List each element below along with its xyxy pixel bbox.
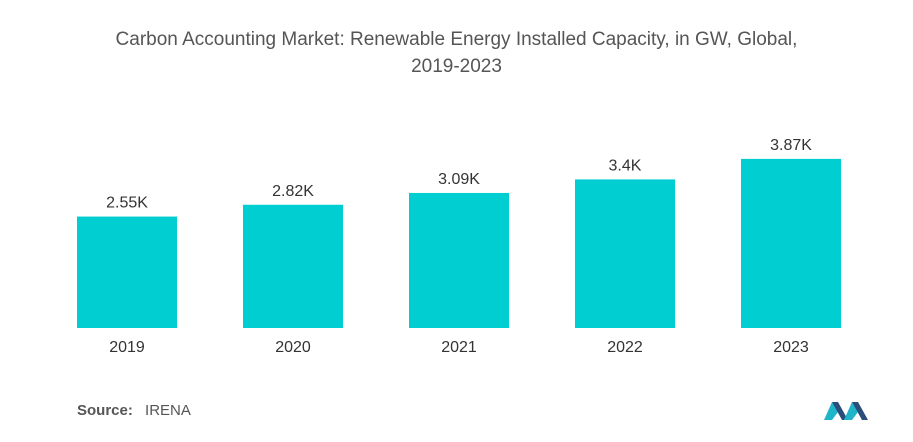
x-tick-label-2022: 2022 bbox=[607, 339, 643, 356]
data-label-2020: 2.82K bbox=[272, 183, 314, 200]
x-tick-label-2021: 2021 bbox=[441, 339, 477, 356]
source-value: IRENA bbox=[145, 402, 191, 419]
chart-title-line-1: Carbon Accounting Market: Renewable Ener… bbox=[115, 29, 798, 50]
x-tick-label-2019: 2019 bbox=[109, 339, 145, 356]
bar-2019 bbox=[77, 216, 177, 328]
x-tick-label-2023: 2023 bbox=[773, 339, 809, 356]
data-label-2021: 3.09K bbox=[438, 171, 480, 188]
mordor-logo-icon bbox=[824, 402, 868, 420]
bar-2022 bbox=[575, 179, 675, 328]
source-label: Source: bbox=[77, 402, 133, 419]
bar-2023 bbox=[741, 158, 841, 328]
x-tick-label-2020: 2020 bbox=[275, 339, 311, 356]
chart-title: Carbon Accounting Market: Renewable Ener… bbox=[0, 26, 913, 80]
chart-title-line-2: 2019-2023 bbox=[411, 56, 502, 77]
data-label-2023: 3.87K bbox=[770, 137, 812, 154]
bar-2021 bbox=[409, 192, 509, 328]
data-label-2019: 2.55K bbox=[106, 195, 148, 212]
bar-2020 bbox=[243, 204, 343, 328]
data-label-2022: 3.4K bbox=[609, 157, 642, 174]
source-note: Source: IRENA bbox=[77, 402, 191, 419]
